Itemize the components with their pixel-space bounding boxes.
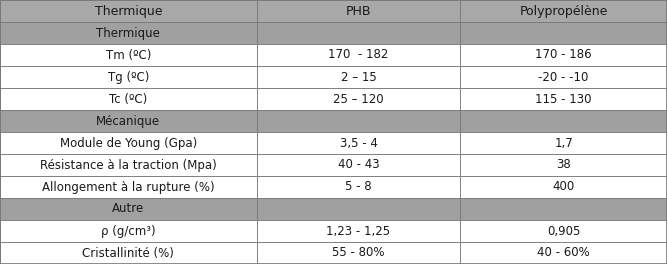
Text: 115 - 130: 115 - 130 xyxy=(536,92,592,106)
Text: 170 - 186: 170 - 186 xyxy=(536,49,592,62)
Text: Résistance à la traction (Mpa): Résistance à la traction (Mpa) xyxy=(40,158,217,172)
Text: 400: 400 xyxy=(552,181,575,194)
Bar xyxy=(460,220,667,242)
Text: 25 – 120: 25 – 120 xyxy=(334,92,384,106)
Bar xyxy=(460,88,667,110)
Bar xyxy=(0,198,257,220)
Text: 55 - 80%: 55 - 80% xyxy=(332,247,385,260)
Bar xyxy=(460,110,667,132)
Text: 0,905: 0,905 xyxy=(547,224,580,238)
Text: Mécanique: Mécanique xyxy=(96,115,161,128)
Bar xyxy=(460,154,667,176)
Bar xyxy=(257,44,460,66)
Bar xyxy=(0,66,257,88)
Text: Thermique: Thermique xyxy=(97,26,160,40)
Text: PHB: PHB xyxy=(346,4,372,17)
Bar xyxy=(0,220,257,242)
Bar xyxy=(257,132,460,154)
Bar xyxy=(0,22,257,44)
Text: 1,23 - 1,25: 1,23 - 1,25 xyxy=(326,224,391,238)
Bar xyxy=(0,0,257,22)
Bar xyxy=(257,88,460,110)
Text: Module de Young (Gpa): Module de Young (Gpa) xyxy=(60,136,197,149)
Text: 5 - 8: 5 - 8 xyxy=(346,181,372,194)
Text: 170  - 182: 170 - 182 xyxy=(328,49,389,62)
Bar xyxy=(257,154,460,176)
Bar xyxy=(0,110,257,132)
Text: Tm (ºC): Tm (ºC) xyxy=(105,49,151,62)
Bar xyxy=(460,132,667,154)
Bar xyxy=(0,242,257,264)
Text: 40 - 43: 40 - 43 xyxy=(338,158,380,172)
Bar xyxy=(257,242,460,264)
Text: Tg (ºC): Tg (ºC) xyxy=(107,70,149,83)
Bar xyxy=(257,22,460,44)
Bar xyxy=(0,176,257,198)
Text: 2 – 15: 2 – 15 xyxy=(341,70,376,83)
Text: Cristallinité (%): Cristallinité (%) xyxy=(83,247,174,260)
Bar xyxy=(0,132,257,154)
Bar xyxy=(257,66,460,88)
Text: Polypropélène: Polypropélène xyxy=(520,4,608,17)
Bar xyxy=(257,220,460,242)
Bar xyxy=(0,44,257,66)
Bar xyxy=(257,176,460,198)
Text: 1,7: 1,7 xyxy=(554,136,573,149)
Bar xyxy=(257,0,460,22)
Bar xyxy=(257,110,460,132)
Bar xyxy=(460,198,667,220)
Text: ρ (g/cm³): ρ (g/cm³) xyxy=(101,224,155,238)
Text: 40 - 60%: 40 - 60% xyxy=(537,247,590,260)
Text: 3,5 - 4: 3,5 - 4 xyxy=(340,136,378,149)
Bar xyxy=(460,44,667,66)
Bar xyxy=(460,176,667,198)
Bar xyxy=(460,242,667,264)
Text: 38: 38 xyxy=(556,158,571,172)
Bar xyxy=(460,22,667,44)
Text: Thermique: Thermique xyxy=(95,4,162,17)
Bar xyxy=(257,198,460,220)
Text: Allongement à la rupture (%): Allongement à la rupture (%) xyxy=(42,181,215,194)
Text: -20 - -10: -20 - -10 xyxy=(538,70,589,83)
Text: Tc (ºC): Tc (ºC) xyxy=(109,92,147,106)
Text: Autre: Autre xyxy=(112,202,145,215)
Bar xyxy=(460,66,667,88)
Bar xyxy=(0,88,257,110)
Bar xyxy=(460,0,667,22)
Bar xyxy=(0,154,257,176)
